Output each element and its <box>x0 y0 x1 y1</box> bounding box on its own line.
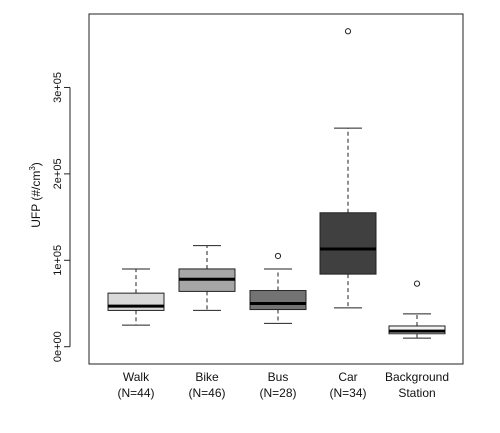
x-axis-labels: Walk (N=44) Bike (N=46) Bus (N=28) Car (N=34) Ba… <box>117 370 449 400</box>
box-4 <box>319 28 377 309</box>
box-body <box>249 290 307 311</box>
outlier-point <box>274 252 282 260</box>
x-category-label: Bike <box>195 370 219 384</box>
outlier-point <box>413 280 421 287</box>
y-axis: 0e+00 1e+05 2e+05 3e+05 <box>52 72 71 362</box>
plot-frame <box>88 13 464 365</box>
box-3 <box>249 252 307 324</box>
x-category-sublabel: (N=44) <box>117 386 154 400</box>
y-tick-label: 2e+05 <box>52 158 64 189</box>
x-category-label: Car <box>338 370 357 384</box>
x-category-sublabel: (N=28) <box>259 386 296 400</box>
box-body <box>107 292 165 311</box>
box-1 <box>107 268 165 326</box>
y-axis-title: UFP (#/cm3) <box>28 162 43 228</box>
y-tick-label: 1e+05 <box>52 245 64 276</box>
x-category-label: Background <box>385 370 449 384</box>
box-5 <box>388 280 446 339</box>
x-category-label: Walk <box>123 370 150 384</box>
x-category-sublabel: Station <box>398 386 435 400</box>
x-category-label: Bus <box>268 370 289 384</box>
box-2 <box>178 245 236 311</box>
y-tick-label: 3e+05 <box>52 72 64 103</box>
x-category-sublabel: (N=46) <box>188 386 225 400</box>
box-series <box>107 28 446 339</box>
outlier-point <box>344 28 352 35</box>
x-category-sublabel: (N=34) <box>329 386 366 400</box>
y-tick-label: 0e+00 <box>52 331 64 362</box>
box-body <box>319 212 377 275</box>
